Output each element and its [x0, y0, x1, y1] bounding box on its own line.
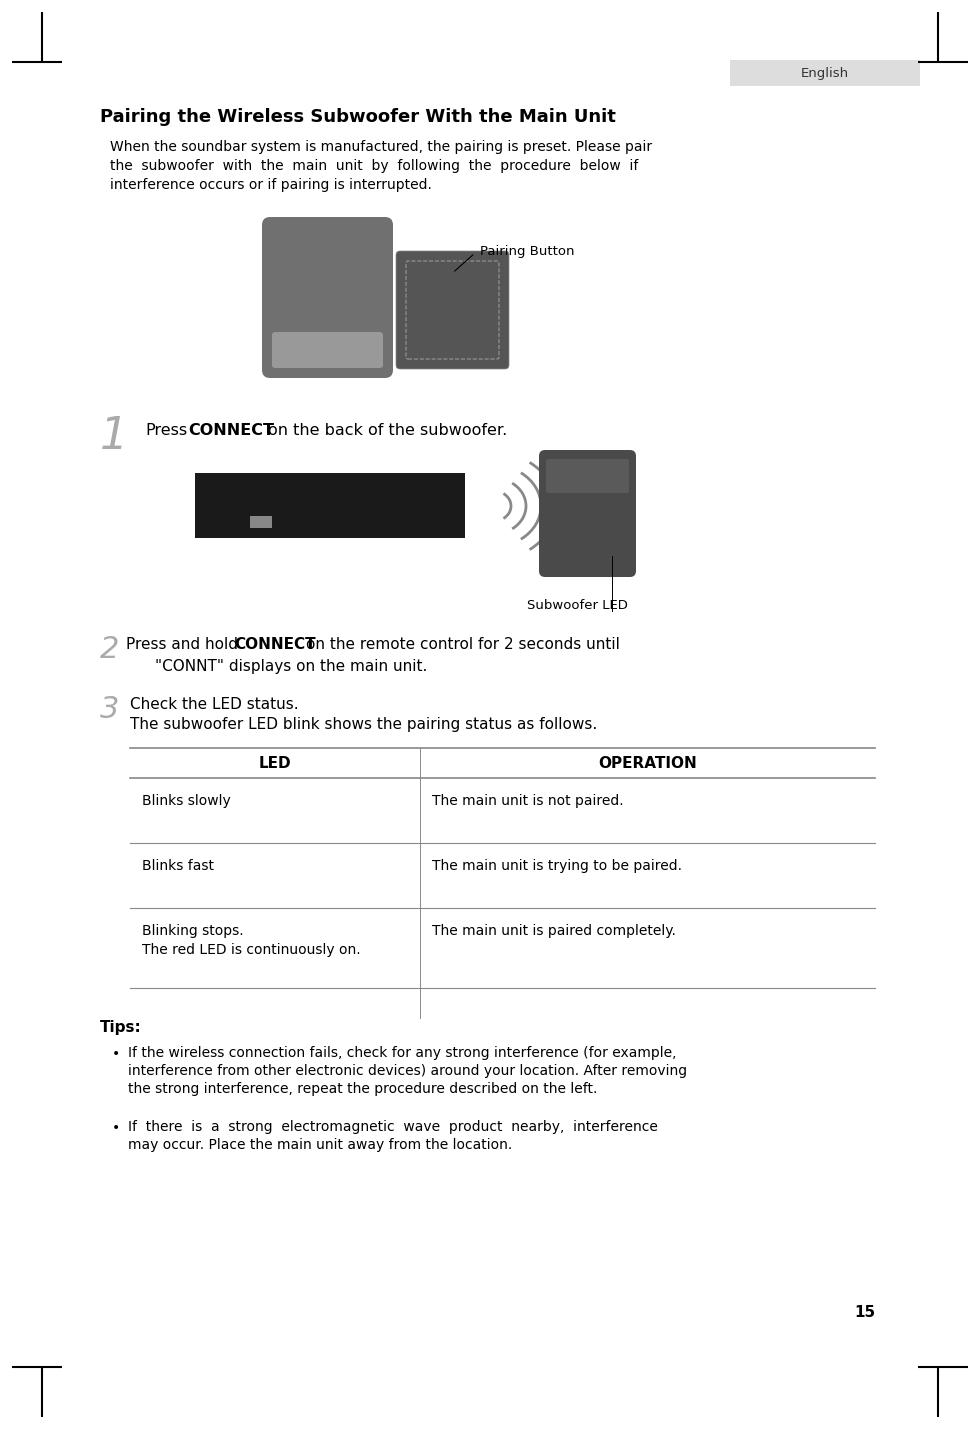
- FancyBboxPatch shape: [539, 450, 636, 577]
- Bar: [195, 473, 465, 537]
- Text: The subwoofer LED blink shows the pairing status as follows.: The subwoofer LED blink shows the pairin…: [130, 717, 597, 732]
- Text: 3: 3: [100, 694, 120, 725]
- Text: Press: Press: [145, 423, 187, 439]
- Text: on the back of the subwoofer.: on the back of the subwoofer.: [268, 423, 508, 439]
- Text: OPERATION: OPERATION: [598, 756, 697, 770]
- Text: •: •: [112, 1047, 121, 1060]
- Text: the strong interference, repeat the procedure described on the left.: the strong interference, repeat the proc…: [128, 1082, 598, 1096]
- Text: Blinks fast: Blinks fast: [142, 859, 214, 873]
- Text: Pairing the Wireless Subwoofer With the Main Unit: Pairing the Wireless Subwoofer With the …: [100, 109, 615, 126]
- Text: the  subwoofer  with  the  main  unit  by  following  the  procedure  below  if: the subwoofer with the main unit by foll…: [110, 159, 638, 173]
- Text: The main unit is not paired.: The main unit is not paired.: [432, 795, 623, 807]
- Text: •: •: [112, 1120, 121, 1135]
- Bar: [730, 60, 920, 86]
- Text: on the remote control for 2 seconds until: on the remote control for 2 seconds unti…: [306, 637, 620, 652]
- FancyBboxPatch shape: [396, 252, 509, 369]
- Text: CONNECT: CONNECT: [188, 423, 274, 439]
- Text: Check the LED status.: Check the LED status.: [130, 697, 299, 712]
- Text: Blinks slowly: Blinks slowly: [142, 795, 230, 807]
- Text: "CONNT" displays on the main unit.: "CONNT" displays on the main unit.: [155, 659, 427, 674]
- Text: Blinking stops.: Blinking stops.: [142, 925, 244, 937]
- Text: Tips:: Tips:: [100, 1020, 142, 1035]
- Text: Press and hold: Press and hold: [126, 637, 238, 652]
- Text: The red LED is continuously on.: The red LED is continuously on.: [142, 943, 361, 957]
- Text: 2: 2: [100, 634, 120, 664]
- Text: interference occurs or if pairing is interrupted.: interference occurs or if pairing is int…: [110, 179, 432, 191]
- Text: 1: 1: [100, 414, 128, 459]
- FancyBboxPatch shape: [272, 332, 383, 369]
- Text: CONNECT: CONNECT: [234, 637, 316, 652]
- Text: The main unit is paired completely.: The main unit is paired completely.: [432, 925, 676, 937]
- FancyBboxPatch shape: [546, 459, 629, 493]
- Text: When the soundbar system is manufactured, the pairing is preset. Please pair: When the soundbar system is manufactured…: [110, 140, 652, 154]
- Text: The main unit is trying to be paired.: The main unit is trying to be paired.: [432, 859, 682, 873]
- Bar: [250, 516, 272, 527]
- Text: may occur. Place the main unit away from the location.: may occur. Place the main unit away from…: [128, 1137, 513, 1152]
- Text: Subwoofer LED: Subwoofer LED: [527, 599, 628, 612]
- Text: 15: 15: [854, 1305, 875, 1320]
- Text: interference from other electronic devices) around your location. After removing: interference from other electronic devic…: [128, 1065, 687, 1077]
- Text: LED: LED: [259, 756, 291, 770]
- FancyBboxPatch shape: [262, 217, 393, 379]
- Text: If the wireless connection fails, check for any strong interference (for example: If the wireless connection fails, check …: [128, 1046, 676, 1060]
- Text: If  there  is  a  strong  electromagnetic  wave  product  nearby,  interference: If there is a strong electromagnetic wav…: [128, 1120, 658, 1135]
- Text: Pairing Button: Pairing Button: [480, 244, 574, 259]
- Text: English: English: [801, 67, 849, 80]
